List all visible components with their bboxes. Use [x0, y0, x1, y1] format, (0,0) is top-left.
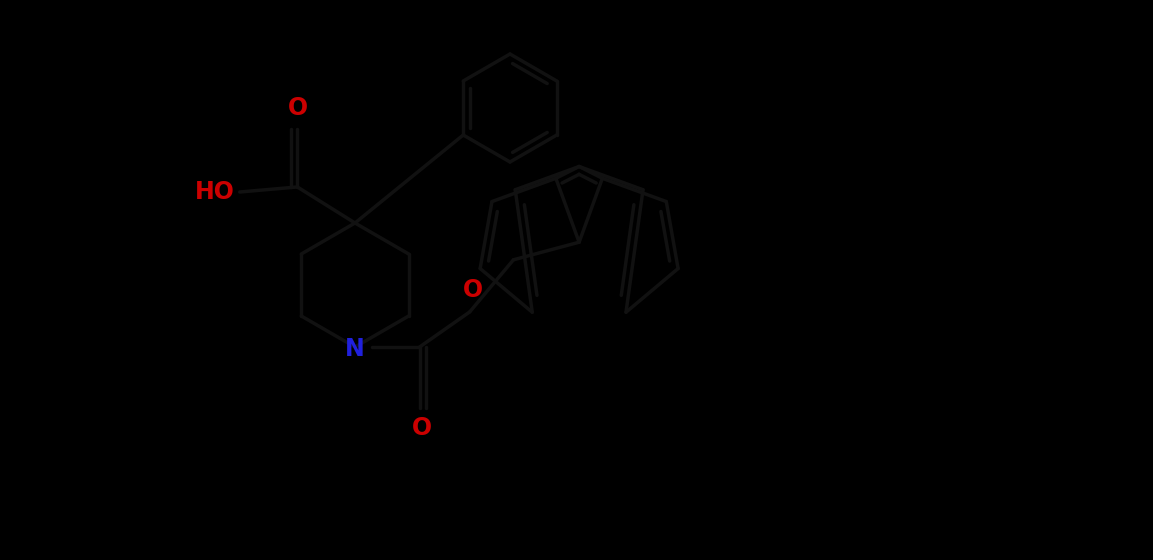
Text: O: O [288, 96, 308, 120]
Text: HO: HO [195, 180, 235, 204]
Text: O: O [462, 278, 483, 302]
Text: N: N [345, 337, 364, 361]
Text: O: O [412, 416, 431, 440]
